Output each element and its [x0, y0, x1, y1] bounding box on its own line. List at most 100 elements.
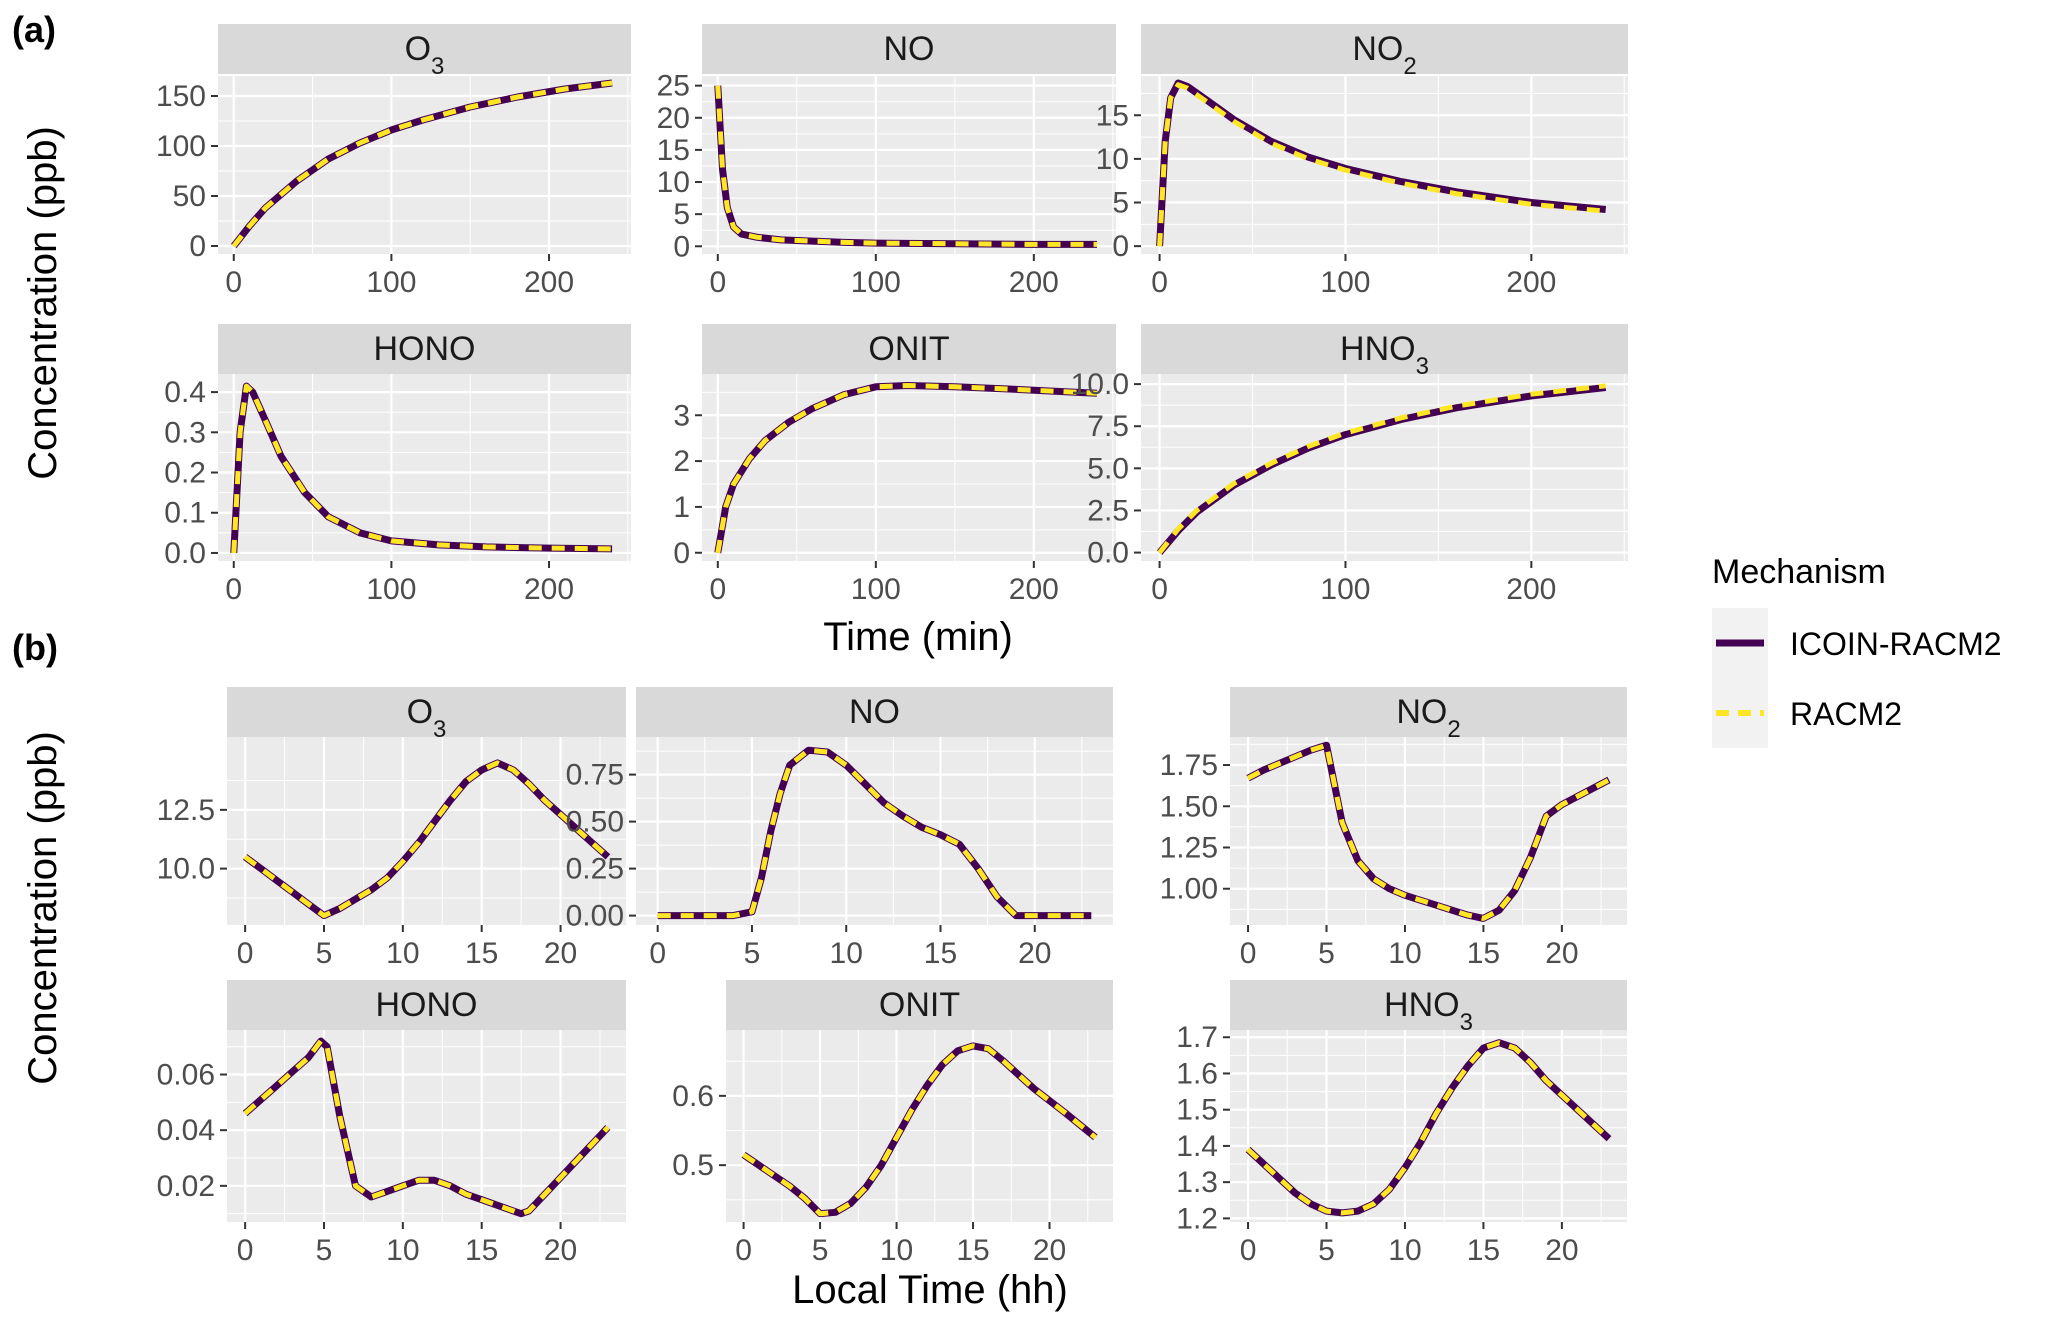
y-tick-label: 3: [673, 399, 690, 432]
y-tick-label: 2.5: [1087, 494, 1129, 527]
x-tick-label: 200: [1506, 573, 1556, 606]
facet-title: NO2: [1352, 30, 1416, 80]
y-tick-label: 1.00: [1160, 873, 1218, 906]
x-tick-label: 10: [830, 937, 863, 970]
facet-strip: [702, 324, 1116, 374]
x-tick-label: 200: [524, 573, 574, 606]
x-tick-label: 15: [924, 937, 957, 970]
plot-panel: [218, 76, 631, 254]
facet-title: NO2: [1396, 693, 1460, 743]
y-tick-label: 5: [673, 198, 690, 231]
panel-a-label: (a): [12, 9, 56, 50]
x-tick-label: 100: [1320, 573, 1370, 606]
y-tick-label: 25: [657, 70, 690, 103]
facet-strip: [227, 980, 626, 1030]
y-tick-label: 0.75: [566, 759, 624, 792]
y-tick-label: 0.50: [566, 806, 624, 839]
legend-label-icoin: ICOIN-RACM2: [1790, 626, 2002, 662]
series-line-racm2: [231, 383, 613, 554]
legend: Mechanism ICOIN-RACM2 RACM2: [1712, 553, 2002, 748]
x-tick-label: 100: [366, 573, 416, 606]
x-tick-label: 200: [1009, 266, 1059, 299]
x-tick-label: 5: [744, 937, 761, 970]
x-tick-label: 0: [225, 266, 242, 299]
facet-title: NO: [849, 693, 900, 731]
facet-title: HONO: [374, 330, 476, 368]
y-tick-label: 12.5: [157, 794, 215, 827]
facet-title: ONIT: [868, 330, 949, 368]
x-tick-label: 0: [1240, 1234, 1257, 1267]
x-tick-label: 5: [1318, 937, 1335, 970]
plot-panel: [227, 1030, 626, 1222]
x-tick-label: 10: [1388, 937, 1421, 970]
y-tick-label: 100: [156, 130, 206, 163]
facet-strip: [1230, 980, 1627, 1030]
y-axis-title-b: Concentration (ppb): [21, 731, 65, 1085]
x-tick-label: 200: [1506, 266, 1556, 299]
y-tick-label: 1.4: [1176, 1130, 1218, 1163]
facet-a-hno3: HNO3 0 100 200 0.0 2.5 5.0 7.5 10.0: [1071, 324, 1628, 606]
facet-a-o3: O3 0 100 200 0 50 100 150: [156, 24, 631, 299]
legend-label-racm2: RACM2: [1790, 696, 1902, 732]
x-tick-label: 15: [465, 1234, 498, 1267]
facet-b-onit: ONIT 0 5 10 15 20 0.5 0.6: [672, 980, 1113, 1267]
series-line-racm2: [243, 1038, 610, 1217]
series-line-icoin-racm2: [1246, 741, 1611, 922]
series-line-racm2: [243, 760, 610, 919]
facet-b-no: NO 0 5 10 15 20 0.00 0.25 0.50 0.75: [566, 687, 1113, 970]
facet-strip: [1141, 324, 1628, 374]
x-tick-label: 0: [237, 937, 254, 970]
y-tick-label: 0: [673, 230, 690, 263]
facet-title: NO: [884, 30, 935, 68]
facet-a-no2: NO2 0 100 200 0 5 10 15: [1096, 24, 1628, 299]
facet-strip: [702, 24, 1116, 74]
x-tick-label: 100: [851, 266, 901, 299]
facet-strip: [726, 980, 1113, 1030]
y-tick-label: 50: [173, 180, 206, 213]
y-tick-label: 0.0: [1087, 537, 1129, 570]
y-tick-label: 1.7: [1176, 1021, 1218, 1054]
x-tick-label: 0: [1151, 266, 1168, 299]
y-tick-label: 0.4: [164, 376, 206, 409]
x-tick-label: 15: [465, 937, 498, 970]
x-tick-label: 20: [544, 937, 577, 970]
x-tick-label: 20: [1545, 937, 1578, 970]
y-axis-title-a: Concentration (ppb): [21, 126, 65, 480]
facet-title: ONIT: [879, 986, 960, 1024]
plot-panel: [726, 1030, 1113, 1222]
y-tick-label: 0.02: [157, 1170, 215, 1203]
y-tick-label: 1.50: [1160, 790, 1218, 823]
series-line-racm2: [715, 383, 1098, 554]
y-tick-label: 0.1: [164, 497, 206, 530]
x-tick-label: 5: [316, 1234, 333, 1267]
x-tick-label: 5: [812, 1234, 829, 1267]
y-tick-label: 15: [657, 134, 690, 167]
facet-strip: [218, 24, 631, 74]
facet-title: HONO: [376, 986, 478, 1024]
plot-panel: [702, 374, 1116, 561]
y-tick-label: 0: [673, 537, 690, 570]
x-tick-label: 200: [524, 266, 574, 299]
y-tick-label: 0.06: [157, 1059, 215, 1092]
series-line-racm2: [1246, 1040, 1611, 1216]
x-tick-label: 20: [544, 1234, 577, 1267]
x-tick-label: 0: [1240, 937, 1257, 970]
x-tick-label: 200: [1009, 573, 1059, 606]
y-tick-label: 0: [189, 230, 206, 263]
facet-strip: [218, 324, 631, 374]
y-tick-label: 0: [1112, 230, 1129, 263]
y-tick-label: 150: [156, 80, 206, 113]
x-tick-label: 20: [1033, 1234, 1066, 1267]
plot-panel: [702, 76, 1116, 254]
y-tick-label: 0.3: [164, 416, 206, 449]
x-tick-label: 0: [735, 1234, 752, 1267]
facet-title: HNO3: [1384, 986, 1473, 1036]
y-tick-label: 1.2: [1176, 1202, 1218, 1235]
x-tick-label: 0: [649, 937, 666, 970]
y-tick-label: 7.5: [1087, 410, 1129, 443]
y-tick-label: 10: [1096, 143, 1129, 176]
x-tick-label: 0: [709, 573, 726, 606]
facet-strip: [1230, 687, 1627, 737]
